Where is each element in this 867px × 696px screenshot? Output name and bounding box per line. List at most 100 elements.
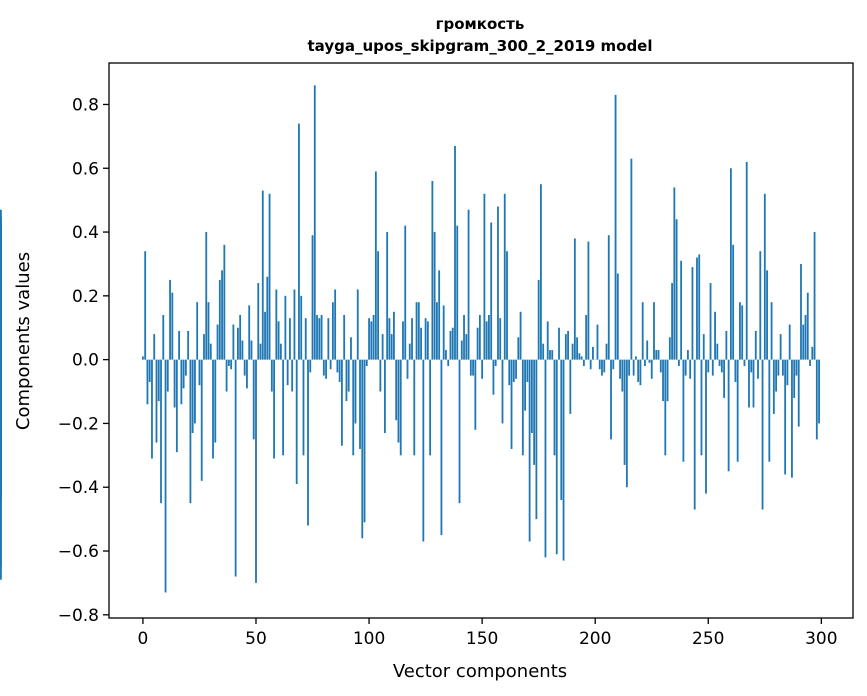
bar-136 bbox=[449, 330, 452, 360]
bar-215 bbox=[628, 359, 631, 376]
bar-169 bbox=[524, 359, 526, 411]
bar-184 bbox=[558, 327, 560, 360]
bar-263 bbox=[736, 359, 739, 462]
bar-213 bbox=[623, 359, 626, 465]
bar-9 bbox=[162, 314, 165, 360]
y-tick-label: 0.4 bbox=[72, 223, 99, 243]
bar-172 bbox=[530, 359, 533, 433]
bar-51 bbox=[257, 283, 260, 360]
bar-273 bbox=[759, 251, 762, 360]
bar-79 bbox=[320, 314, 323, 360]
bar-278 bbox=[770, 302, 773, 360]
bar-121 bbox=[415, 302, 418, 360]
bar-274 bbox=[761, 359, 764, 510]
bar-226 bbox=[653, 302, 655, 360]
bar-280 bbox=[775, 359, 778, 392]
bar-216 bbox=[630, 158, 633, 360]
bar-292 bbox=[802, 324, 805, 360]
bar-111 bbox=[393, 311, 395, 360]
bar-91 bbox=[347, 359, 350, 392]
bar-173 bbox=[533, 359, 536, 465]
bar-15 bbox=[175, 359, 178, 453]
x-tick-label: 250 bbox=[692, 629, 724, 649]
bar-128 bbox=[431, 181, 434, 360]
bar-152 bbox=[485, 321, 488, 360]
bar-109 bbox=[388, 318, 391, 360]
x-axis-ticks: 0 50 100 150 200 250 300 bbox=[138, 618, 838, 649]
bar-62 bbox=[282, 359, 285, 456]
bar-222 bbox=[644, 359, 646, 367]
bar-106 bbox=[381, 334, 384, 360]
bar-46 bbox=[246, 359, 248, 389]
bar-104 bbox=[377, 251, 380, 360]
bar-210 bbox=[616, 273, 619, 360]
bar-4 bbox=[151, 359, 153, 459]
bar-265 bbox=[741, 305, 744, 360]
bar-89 bbox=[343, 314, 346, 360]
bar-82 bbox=[327, 318, 330, 360]
bar-264 bbox=[739, 302, 741, 360]
bar-197 bbox=[587, 241, 590, 360]
bar-159 bbox=[501, 359, 504, 424]
bar-203 bbox=[601, 359, 603, 376]
bar-207 bbox=[610, 359, 612, 440]
bar-219 bbox=[637, 359, 640, 382]
bar-145 bbox=[469, 359, 472, 376]
bar-205 bbox=[605, 343, 608, 360]
bar-115 bbox=[402, 321, 404, 360]
bar-165 bbox=[515, 359, 517, 379]
bar-275 bbox=[763, 193, 766, 360]
bar-176 bbox=[540, 184, 542, 360]
bar-5 bbox=[153, 334, 156, 360]
bar-293 bbox=[804, 314, 807, 360]
bar-95 bbox=[356, 289, 359, 360]
bar-68 bbox=[295, 359, 298, 485]
bar-167 bbox=[519, 311, 522, 360]
bar-20 bbox=[187, 330, 190, 360]
bar-37 bbox=[225, 359, 228, 392]
bar-108 bbox=[386, 232, 389, 360]
bar-178 bbox=[544, 359, 547, 558]
bar-110 bbox=[390, 334, 393, 360]
bar-139 bbox=[456, 225, 459, 360]
bar-90 bbox=[345, 359, 348, 402]
bar-158 bbox=[499, 318, 502, 360]
bar-undefined bbox=[0, 286, 2, 360]
bar-101 bbox=[370, 321, 373, 360]
chart-subtitle: tayga_upos_skipgram_300_2_2019 model bbox=[308, 37, 653, 55]
y-tick-label: −0.4 bbox=[58, 478, 99, 498]
x-tick-label: 300 bbox=[805, 629, 837, 649]
bar-135 bbox=[447, 359, 450, 367]
bar-285 bbox=[786, 359, 789, 386]
bar-217 bbox=[632, 359, 635, 376]
bar-49 bbox=[252, 359, 255, 440]
bar-65 bbox=[289, 318, 291, 360]
bar-156 bbox=[494, 359, 497, 367]
bar-48 bbox=[250, 340, 253, 360]
bar-2 bbox=[146, 359, 149, 405]
bar-11 bbox=[166, 359, 169, 392]
bar-75 bbox=[311, 235, 314, 360]
bar-291 bbox=[800, 263, 802, 360]
bar-286 bbox=[788, 324, 791, 360]
bar-182 bbox=[553, 359, 556, 456]
bar-193 bbox=[578, 353, 581, 360]
bar-123 bbox=[420, 327, 422, 360]
bar-255 bbox=[718, 359, 721, 367]
bar-58 bbox=[273, 359, 275, 459]
bar-116 bbox=[404, 225, 407, 360]
bar-149 bbox=[478, 314, 481, 360]
bar-16 bbox=[178, 330, 181, 360]
bar-12 bbox=[169, 279, 171, 360]
bar-294 bbox=[806, 292, 809, 360]
bar-195 bbox=[582, 359, 585, 367]
bars-group bbox=[0, 85, 820, 593]
bar-132 bbox=[440, 359, 443, 536]
bar-177 bbox=[542, 343, 545, 360]
y-axis-ticks: −0.8 −0.6 −0.4 −0.2 0.0 0.2 0.4 0.6 0.8 bbox=[58, 95, 109, 626]
bar-254 bbox=[716, 343, 719, 360]
bar-208 bbox=[612, 359, 615, 370]
bar-71 bbox=[302, 359, 305, 456]
bar-114 bbox=[399, 359, 402, 456]
